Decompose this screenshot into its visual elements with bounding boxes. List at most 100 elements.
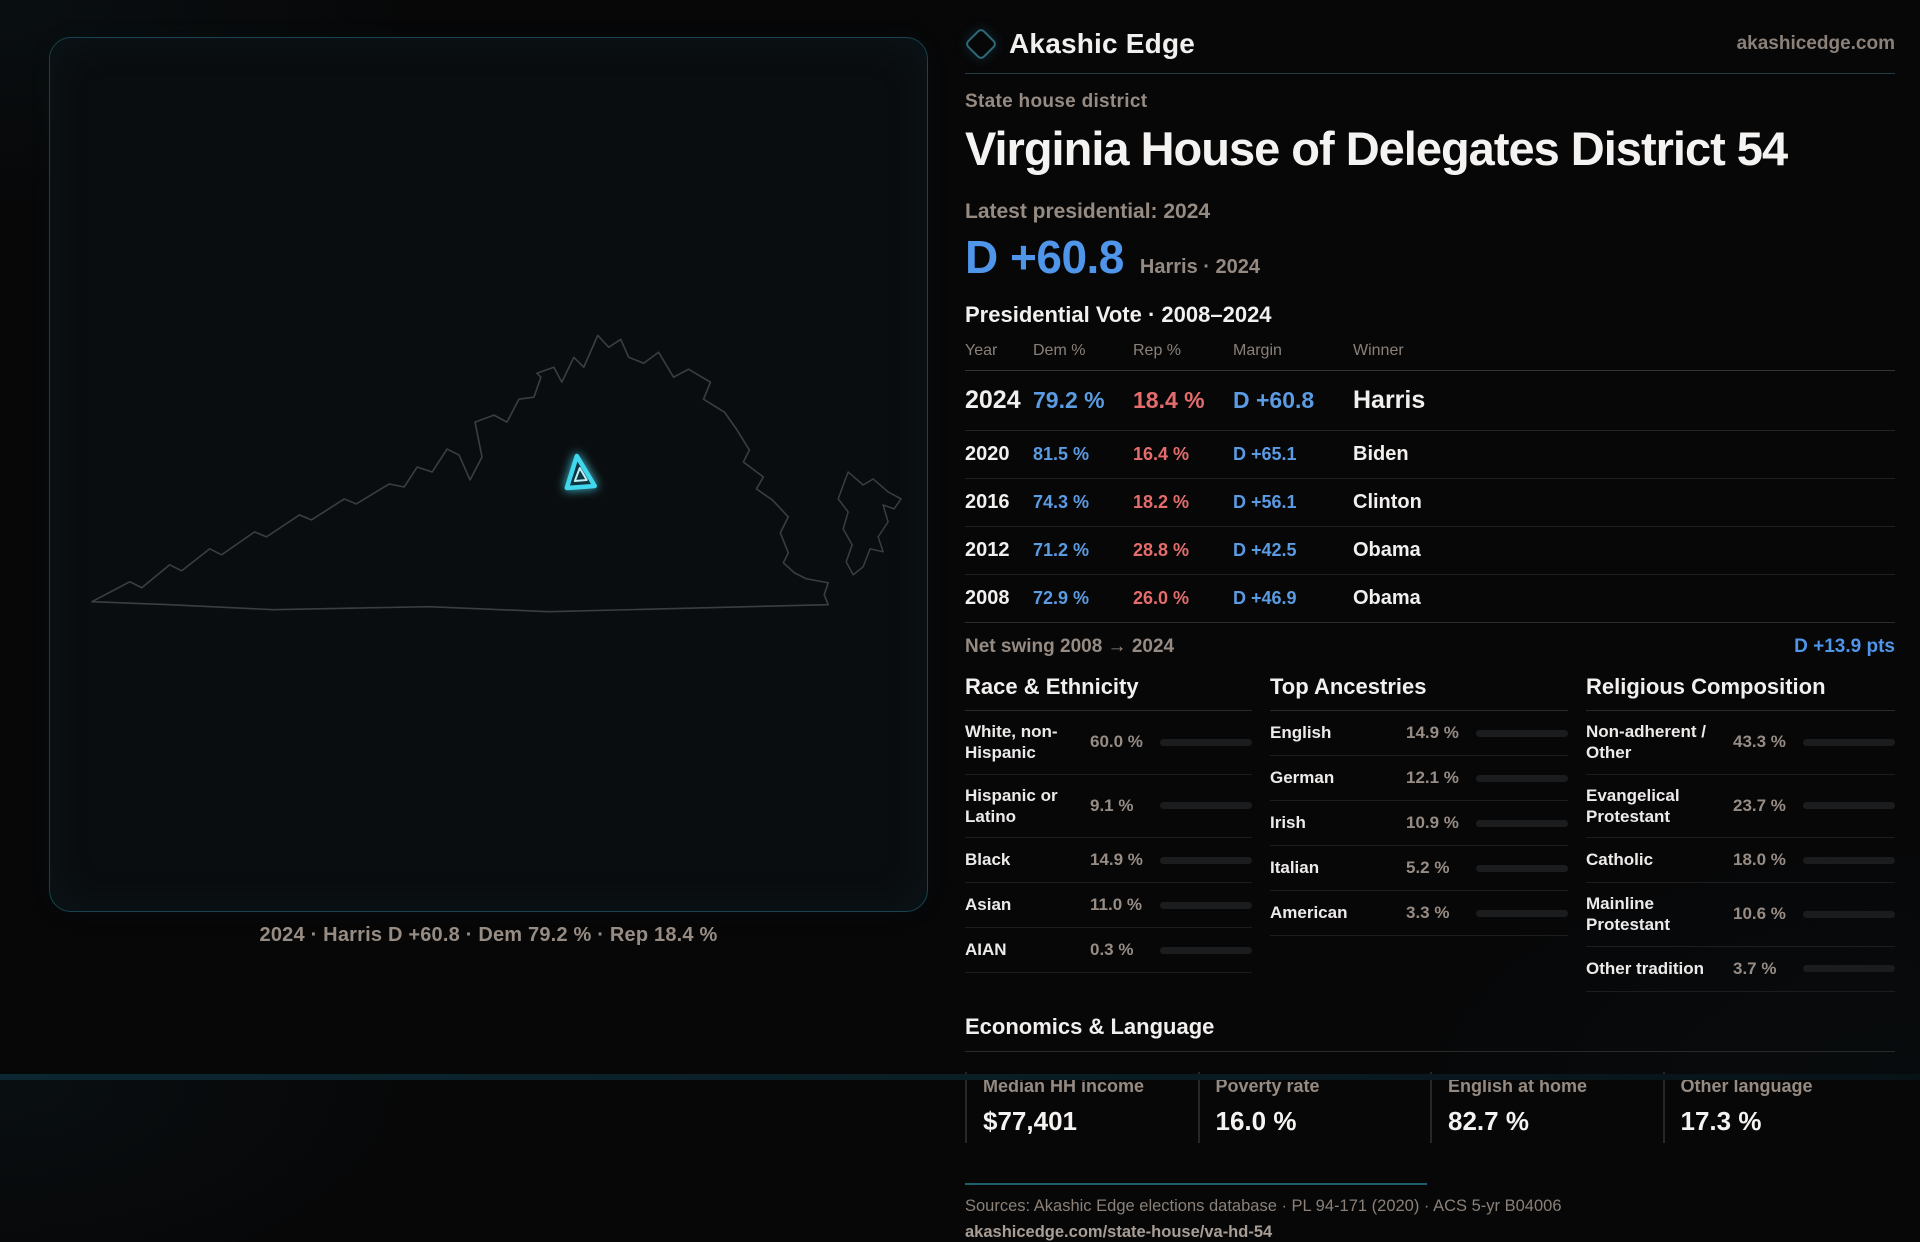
district-map-panel: [49, 37, 928, 912]
religion-bar: [1803, 802, 1895, 810]
religion-value: 10.6 %: [1733, 904, 1786, 924]
list-item: English 14.9 %: [1270, 711, 1568, 756]
stat-card: Poverty rate 16.0 %: [1197, 1071, 1431, 1143]
latest-margin-detail: Harris · 2024: [1139, 256, 1260, 278]
brand-site-link[interactable]: akashicedge.com: [1736, 33, 1895, 54]
race-title: Race & Ethnicity: [965, 674, 1252, 711]
religion-value: 18.0 %: [1733, 850, 1786, 869]
ancestry-column: Top Ancestries English 14.9 % German 12.…: [1270, 674, 1568, 992]
col-year: Year: [965, 342, 998, 359]
race-value: 60.0 %: [1090, 732, 1143, 752]
row-winner: Biden: [1353, 443, 1409, 465]
ancestry-value: 3.3 %: [1406, 903, 1450, 922]
row-dem-pct: 71.2 %: [1033, 540, 1090, 560]
race-value: 0.3 %: [1090, 940, 1134, 959]
header-divider: [965, 73, 1895, 74]
sources-text: Sources: Akashic Edge elections database…: [965, 1196, 1562, 1215]
ancestry-label: German: [1270, 768, 1335, 788]
list-item: AIAN 0.3 %: [965, 928, 1252, 973]
sources-footer: Sources: Akashic Edge elections database…: [965, 1182, 1895, 1242]
list-item: Catholic 18.0 %: [1586, 838, 1895, 883]
list-item: Irish 10.9 %: [1270, 801, 1568, 846]
virginia-outline: [91, 334, 830, 613]
footer-divider: [965, 1182, 1427, 1185]
vote-history-table: Year Dem % Rep % Margin Winner 2024 79.2…: [965, 342, 1895, 623]
race-bar: [1160, 901, 1252, 909]
race-value: 11.0 %: [1090, 895, 1142, 914]
religion-bar: [1803, 910, 1895, 918]
brand-name: Akashic Edge: [1009, 28, 1196, 59]
table-row: 2024 79.2 % 18.4 % D +60.8 Harris: [965, 371, 1895, 431]
ancestry-bar: [1476, 909, 1568, 917]
ancestry-bar: [1476, 774, 1568, 782]
latest-margin-row: D +60.8 Harris · 2024: [965, 230, 1895, 284]
table-row: 2016 74.3 % 18.2 % D +56.1 Clinton: [965, 479, 1895, 527]
race-bar: [1160, 856, 1252, 864]
economics-title: Economics & Language: [965, 1014, 1895, 1052]
page-title: Virginia House of Delegates District 54: [965, 122, 1788, 175]
race-bar: [1160, 946, 1252, 954]
ancestry-bar: [1476, 729, 1568, 737]
list-item: Asian 11.0 %: [965, 883, 1252, 928]
vote-table-header: Year Dem % Rep % Margin Winner: [965, 342, 1895, 371]
list-item: American 3.3 %: [1270, 891, 1568, 936]
vote-history-title: Presidential Vote · 2008–2024: [965, 302, 1272, 327]
row-dem-pct: 74.3 %: [1033, 492, 1090, 512]
table-row: 2008 72.9 % 26.0 % D +46.9 Obama: [965, 575, 1895, 623]
race-label: Black: [965, 850, 1011, 870]
list-item: Non-adherent / Other 43.3 %: [1586, 711, 1895, 775]
religion-bar: [1803, 856, 1895, 864]
race-bar: [1160, 738, 1252, 746]
list-item: Mainline Protestant 10.6 %: [1586, 883, 1895, 947]
ancestry-label: Irish: [1270, 813, 1306, 833]
row-rep-pct: 26.0 %: [1133, 588, 1190, 608]
religion-value: 23.7 %: [1733, 795, 1786, 815]
col-margin: Margin: [1233, 342, 1282, 359]
religion-label: Catholic: [1586, 850, 1654, 870]
stat-value: 82.7 %: [1448, 1105, 1529, 1136]
permalink[interactable]: akashicedge.com/state-house/va-hd-54: [965, 1222, 1273, 1241]
ancestry-bar: [1476, 864, 1568, 872]
demographics-section: Race & Ethnicity White, non-Hispanic 60.…: [965, 674, 1895, 992]
brand-header: Akashic Edge akashicedge.com: [964, 27, 1895, 61]
net-swing-row: Net swing 2008 → 2024 D +13.9 pts: [965, 623, 1895, 662]
row-rep-pct: 18.4 %: [1133, 387, 1205, 413]
list-item: Black 14.9 %: [965, 838, 1252, 883]
map-caption: 2024 · Harris D +60.8 · Dem 79.2 % · Rep…: [259, 924, 718, 946]
row-year: 2008: [965, 587, 1010, 609]
religion-title: Religious Composition: [1586, 674, 1895, 711]
list-item: Evangelical Protestant 23.7 %: [1586, 775, 1895, 838]
district-report: Akashic Edge akashicedge.com State house…: [964, 27, 1895, 1242]
economics-stats: Median HH income $77,401 Poverty rate 16…: [965, 1071, 1895, 1143]
religion-label: Other tradition: [1586, 958, 1705, 978]
list-item: Other tradition 3.7 %: [1586, 947, 1895, 992]
row-dem-pct: 72.9 %: [1033, 588, 1090, 608]
row-margin: D +42.5: [1233, 540, 1297, 560]
ancestry-title: Top Ancestries: [1270, 674, 1568, 711]
col-dem: Dem %: [1033, 342, 1086, 359]
row-winner: Clinton: [1353, 491, 1422, 513]
eastern-shore-outline: [837, 471, 902, 576]
religion-label: Evangelical Protestant: [1586, 785, 1680, 826]
row-margin: D +60.8: [1233, 387, 1315, 413]
race-label: Hispanic or Latino: [965, 785, 1058, 826]
race-value: 14.9 %: [1090, 850, 1143, 869]
list-item: White, non-Hispanic 60.0 %: [965, 711, 1252, 775]
ancestry-value: 12.1 %: [1406, 768, 1459, 787]
row-year: 2024: [965, 386, 1021, 414]
diamond-icon: [964, 27, 998, 61]
col-rep: Rep %: [1133, 342, 1182, 359]
row-winner: Harris: [1353, 386, 1426, 414]
religion-bar: [1803, 738, 1895, 746]
stat-value: 16.0 %: [1215, 1105, 1297, 1136]
virginia-map: [91, 334, 902, 613]
ancestry-value: 5.2 %: [1406, 858, 1450, 877]
district-54-marker[interactable]: [564, 453, 598, 491]
net-swing-value: D +13.9 pts: [1794, 636, 1895, 657]
row-rep-pct: 18.2 %: [1133, 492, 1190, 512]
ancestry-label: American: [1270, 903, 1348, 923]
religion-value: 43.3 %: [1733, 732, 1786, 752]
row-margin: D +56.1: [1233, 492, 1297, 512]
table-row: 2012 71.2 % 28.8 % D +42.5 Obama: [965, 527, 1895, 575]
row-rep-pct: 16.4 %: [1133, 444, 1190, 464]
